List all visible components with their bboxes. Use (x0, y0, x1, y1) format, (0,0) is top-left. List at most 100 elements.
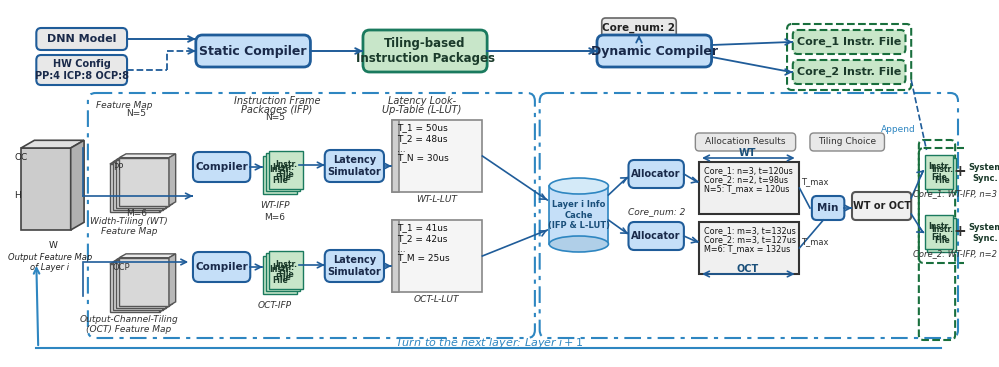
Text: Compiler: Compiler (195, 262, 248, 272)
FancyBboxPatch shape (968, 158, 999, 188)
Polygon shape (169, 154, 176, 206)
Text: PP: PP (113, 164, 123, 172)
Text: WT: WT (739, 148, 756, 158)
Bar (113, 162, 163, 210)
Bar (119, 158, 169, 206)
Text: W: W (49, 241, 58, 251)
Polygon shape (119, 254, 176, 258)
Bar (392, 220, 483, 292)
Text: Core_2: n=2, t=98us: Core_2: n=2, t=98us (704, 175, 788, 184)
Text: OCT-IFP: OCT-IFP (258, 302, 292, 310)
Text: Instr.
File: Instr. File (928, 162, 950, 182)
FancyBboxPatch shape (193, 252, 251, 282)
Polygon shape (160, 260, 166, 312)
Text: M=6: M=6 (126, 208, 147, 218)
Polygon shape (166, 256, 173, 308)
Text: Output-Channel-Tiling: Output-Channel-Tiling (80, 316, 179, 324)
Text: ...: ... (398, 145, 406, 154)
Polygon shape (116, 156, 173, 160)
Text: OCP: OCP (113, 264, 130, 273)
Text: Core_2 Instr. File: Core_2 Instr. File (797, 67, 901, 77)
Text: Core_num: 2: Core_num: 2 (627, 207, 685, 217)
Bar (266, 253, 301, 291)
Text: Instr.
File: Instr. File (928, 222, 950, 242)
Text: M=6: T_max = 132us: M=6: T_max = 132us (704, 244, 790, 253)
Text: T_N = 30us: T_N = 30us (398, 153, 450, 162)
Text: Instr.
File: Instr. File (275, 160, 297, 179)
Bar (110, 264, 160, 312)
Text: ...: ... (398, 245, 406, 254)
Text: HW Config
PP:4 ICP:8 OCP:8: HW Config PP:4 ICP:8 OCP:8 (35, 59, 129, 81)
Text: Latency Look-: Latency Look- (389, 96, 457, 106)
Text: T_1 = 41us: T_1 = 41us (398, 223, 448, 232)
FancyBboxPatch shape (812, 196, 844, 220)
Text: Up-Table (L-LUT): Up-Table (L-LUT) (383, 105, 462, 115)
Bar (925, 155, 953, 189)
Text: Latency
Simulator: Latency Simulator (328, 155, 382, 177)
Text: Dynamic Compiler: Dynamic Compiler (590, 44, 717, 58)
Bar (699, 222, 799, 274)
FancyBboxPatch shape (810, 133, 884, 151)
FancyBboxPatch shape (793, 60, 905, 84)
Bar (116, 160, 166, 208)
Text: (OCT) Feature Map: (OCT) Feature Map (86, 324, 172, 334)
Text: Core_num: 2: Core_num: 2 (602, 23, 675, 33)
FancyBboxPatch shape (968, 218, 999, 248)
Text: Core_1: n=3, t=120us: Core_1: n=3, t=120us (704, 166, 792, 175)
Text: Allocator: Allocator (631, 231, 681, 241)
Text: N=5: N=5 (265, 113, 285, 123)
FancyBboxPatch shape (601, 18, 676, 39)
Polygon shape (163, 158, 170, 210)
FancyBboxPatch shape (196, 35, 311, 67)
Text: Allocation Results: Allocation Results (704, 138, 785, 146)
Text: Instr.
File: Instr. File (269, 165, 291, 185)
Text: System
Sync.: System Sync. (968, 223, 999, 243)
Text: DNN Model: DNN Model (48, 34, 117, 44)
Text: N=5: N=5 (127, 109, 147, 117)
FancyBboxPatch shape (628, 222, 684, 250)
Text: WT or OCT: WT or OCT (852, 201, 911, 211)
Polygon shape (110, 160, 166, 164)
Text: T_1 = 50us: T_1 = 50us (398, 123, 449, 132)
Text: OCT-L-LUT: OCT-L-LUT (414, 295, 460, 305)
Text: Static Compiler: Static Compiler (200, 44, 307, 58)
Bar (925, 215, 953, 249)
Polygon shape (71, 140, 84, 230)
Polygon shape (119, 154, 176, 158)
Text: Instr.
File: Instr. File (272, 163, 294, 182)
Text: Core_2: m=3, t=127us: Core_2: m=3, t=127us (704, 235, 796, 244)
Text: Instr.
File: Instr. File (931, 225, 953, 245)
Text: Min: Min (817, 203, 839, 213)
Text: Feature Map: Feature Map (96, 101, 153, 109)
Text: Tiling-based
Instruction Packages: Tiling-based Instruction Packages (356, 37, 495, 65)
FancyBboxPatch shape (793, 30, 905, 54)
Bar (119, 258, 169, 306)
Text: WT-IFP: WT-IFP (261, 201, 290, 211)
Bar (392, 120, 400, 192)
Bar (549, 186, 608, 244)
Bar (116, 260, 166, 308)
Text: Instr.
File: Instr. File (269, 265, 291, 285)
Text: Core_1: m=3, t=132us: Core_1: m=3, t=132us (704, 226, 795, 235)
Text: Turn to the next layer: Layer $i+1$: Turn to the next layer: Layer $i+1$ (395, 336, 583, 350)
Bar (269, 150, 304, 189)
Polygon shape (21, 140, 84, 148)
Text: Core_2: WT-IFP, n=2: Core_2: WT-IFP, n=2 (913, 250, 997, 258)
Text: +: + (953, 225, 966, 240)
Bar (21, 148, 71, 230)
Polygon shape (116, 256, 173, 260)
Bar (927, 158, 956, 192)
Text: Output Feature Map: Output Feature Map (8, 254, 92, 262)
FancyBboxPatch shape (363, 30, 488, 72)
FancyBboxPatch shape (325, 150, 384, 182)
Ellipse shape (549, 178, 608, 194)
Text: T_M = 25us: T_M = 25us (398, 253, 450, 262)
Text: Allocator: Allocator (631, 169, 681, 179)
Polygon shape (169, 254, 176, 306)
Text: Instr.
File: Instr. File (272, 263, 294, 282)
FancyBboxPatch shape (597, 35, 711, 67)
Polygon shape (166, 156, 173, 208)
Text: Instr.
File: Instr. File (931, 165, 953, 185)
Bar (699, 162, 799, 214)
Polygon shape (113, 258, 170, 262)
